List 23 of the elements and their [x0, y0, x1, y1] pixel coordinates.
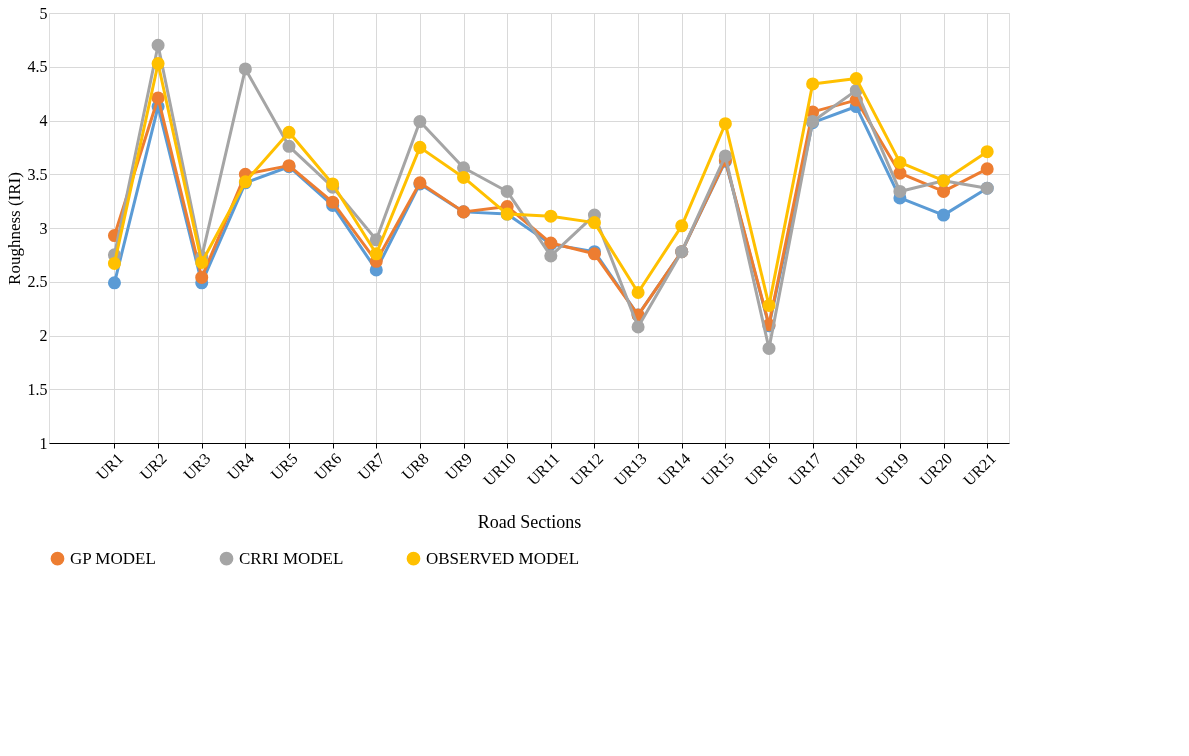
y-axis-title: Roughness (IRI) — [4, 172, 24, 285]
y-tick-label: 2.5 — [27, 273, 48, 291]
x-tick-label: UR7 — [354, 449, 389, 484]
y-tick-label: 4 — [39, 112, 48, 129]
x-tick-label: UR9 — [441, 449, 476, 484]
x-tick-label: UR6 — [311, 449, 345, 484]
y-tick-label: 5 — [39, 4, 48, 22]
x-axis-title: Road Sections — [477, 511, 582, 532]
x-tick-label: UR1 — [92, 449, 127, 484]
y-tick-label: 1 — [39, 434, 48, 452]
y-tick-label: 4.5 — [27, 58, 48, 76]
x-tick-label: UR5 — [267, 449, 301, 484]
legend-label: GP MODEL — [70, 548, 156, 568]
y-tick-label: 3 — [39, 219, 48, 237]
legend-label: OBSERVED MODEL — [426, 548, 580, 568]
y-tick-label: 3.5 — [27, 165, 48, 183]
y-tick-label: 2 — [39, 327, 48, 344]
x-tick-label: UR2 — [136, 449, 170, 484]
x-tick-label: UR8 — [398, 449, 432, 484]
x-tick-label: UR4 — [223, 449, 258, 484]
legend-label: CRRI MODEL — [239, 548, 344, 568]
y-tick-label: 1.5 — [27, 380, 48, 398]
x-tick-label: UR3 — [180, 449, 214, 484]
